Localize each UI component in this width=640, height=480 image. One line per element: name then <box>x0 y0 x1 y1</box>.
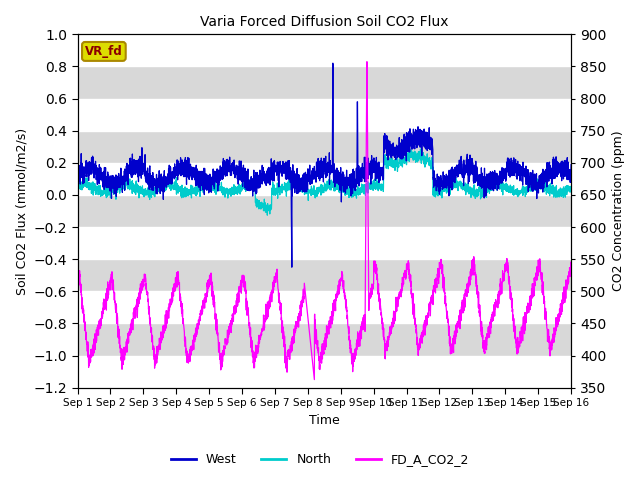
Text: VR_fd: VR_fd <box>85 45 123 58</box>
Legend: West, North, FD_A_CO2_2: West, North, FD_A_CO2_2 <box>166 448 474 471</box>
Y-axis label: Soil CO2 Flux (mmol/m2/s): Soil CO2 Flux (mmol/m2/s) <box>15 127 28 295</box>
Bar <box>77 98 571 131</box>
Bar <box>77 227 571 259</box>
Title: Varia Forced Diffusion Soil CO2 Flux: Varia Forced Diffusion Soil CO2 Flux <box>200 15 449 29</box>
Bar <box>77 291 571 324</box>
Bar <box>77 163 571 195</box>
X-axis label: Time: Time <box>309 414 340 427</box>
Bar <box>77 35 571 66</box>
Bar <box>77 356 571 388</box>
Y-axis label: CO2 Concentration (ppm): CO2 Concentration (ppm) <box>612 131 625 291</box>
